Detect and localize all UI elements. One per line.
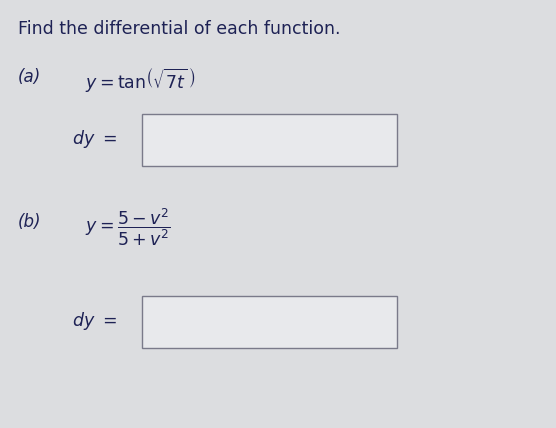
Text: $dy\ =$: $dy\ =$ — [72, 128, 117, 150]
Text: $y = \dfrac{5 - v^2}{5 + v^2}$: $y = \dfrac{5 - v^2}{5 + v^2}$ — [85, 206, 171, 248]
Text: (a): (a) — [18, 68, 41, 86]
FancyBboxPatch shape — [142, 114, 397, 166]
FancyBboxPatch shape — [142, 296, 397, 348]
Text: $y = \tan\!\left(\sqrt{7t}\,\right)$: $y = \tan\!\left(\sqrt{7t}\,\right)$ — [85, 65, 195, 94]
Text: $dy\ =$: $dy\ =$ — [72, 310, 117, 332]
Text: (b): (b) — [18, 213, 42, 231]
Text: Find the differential of each function.: Find the differential of each function. — [18, 20, 340, 38]
